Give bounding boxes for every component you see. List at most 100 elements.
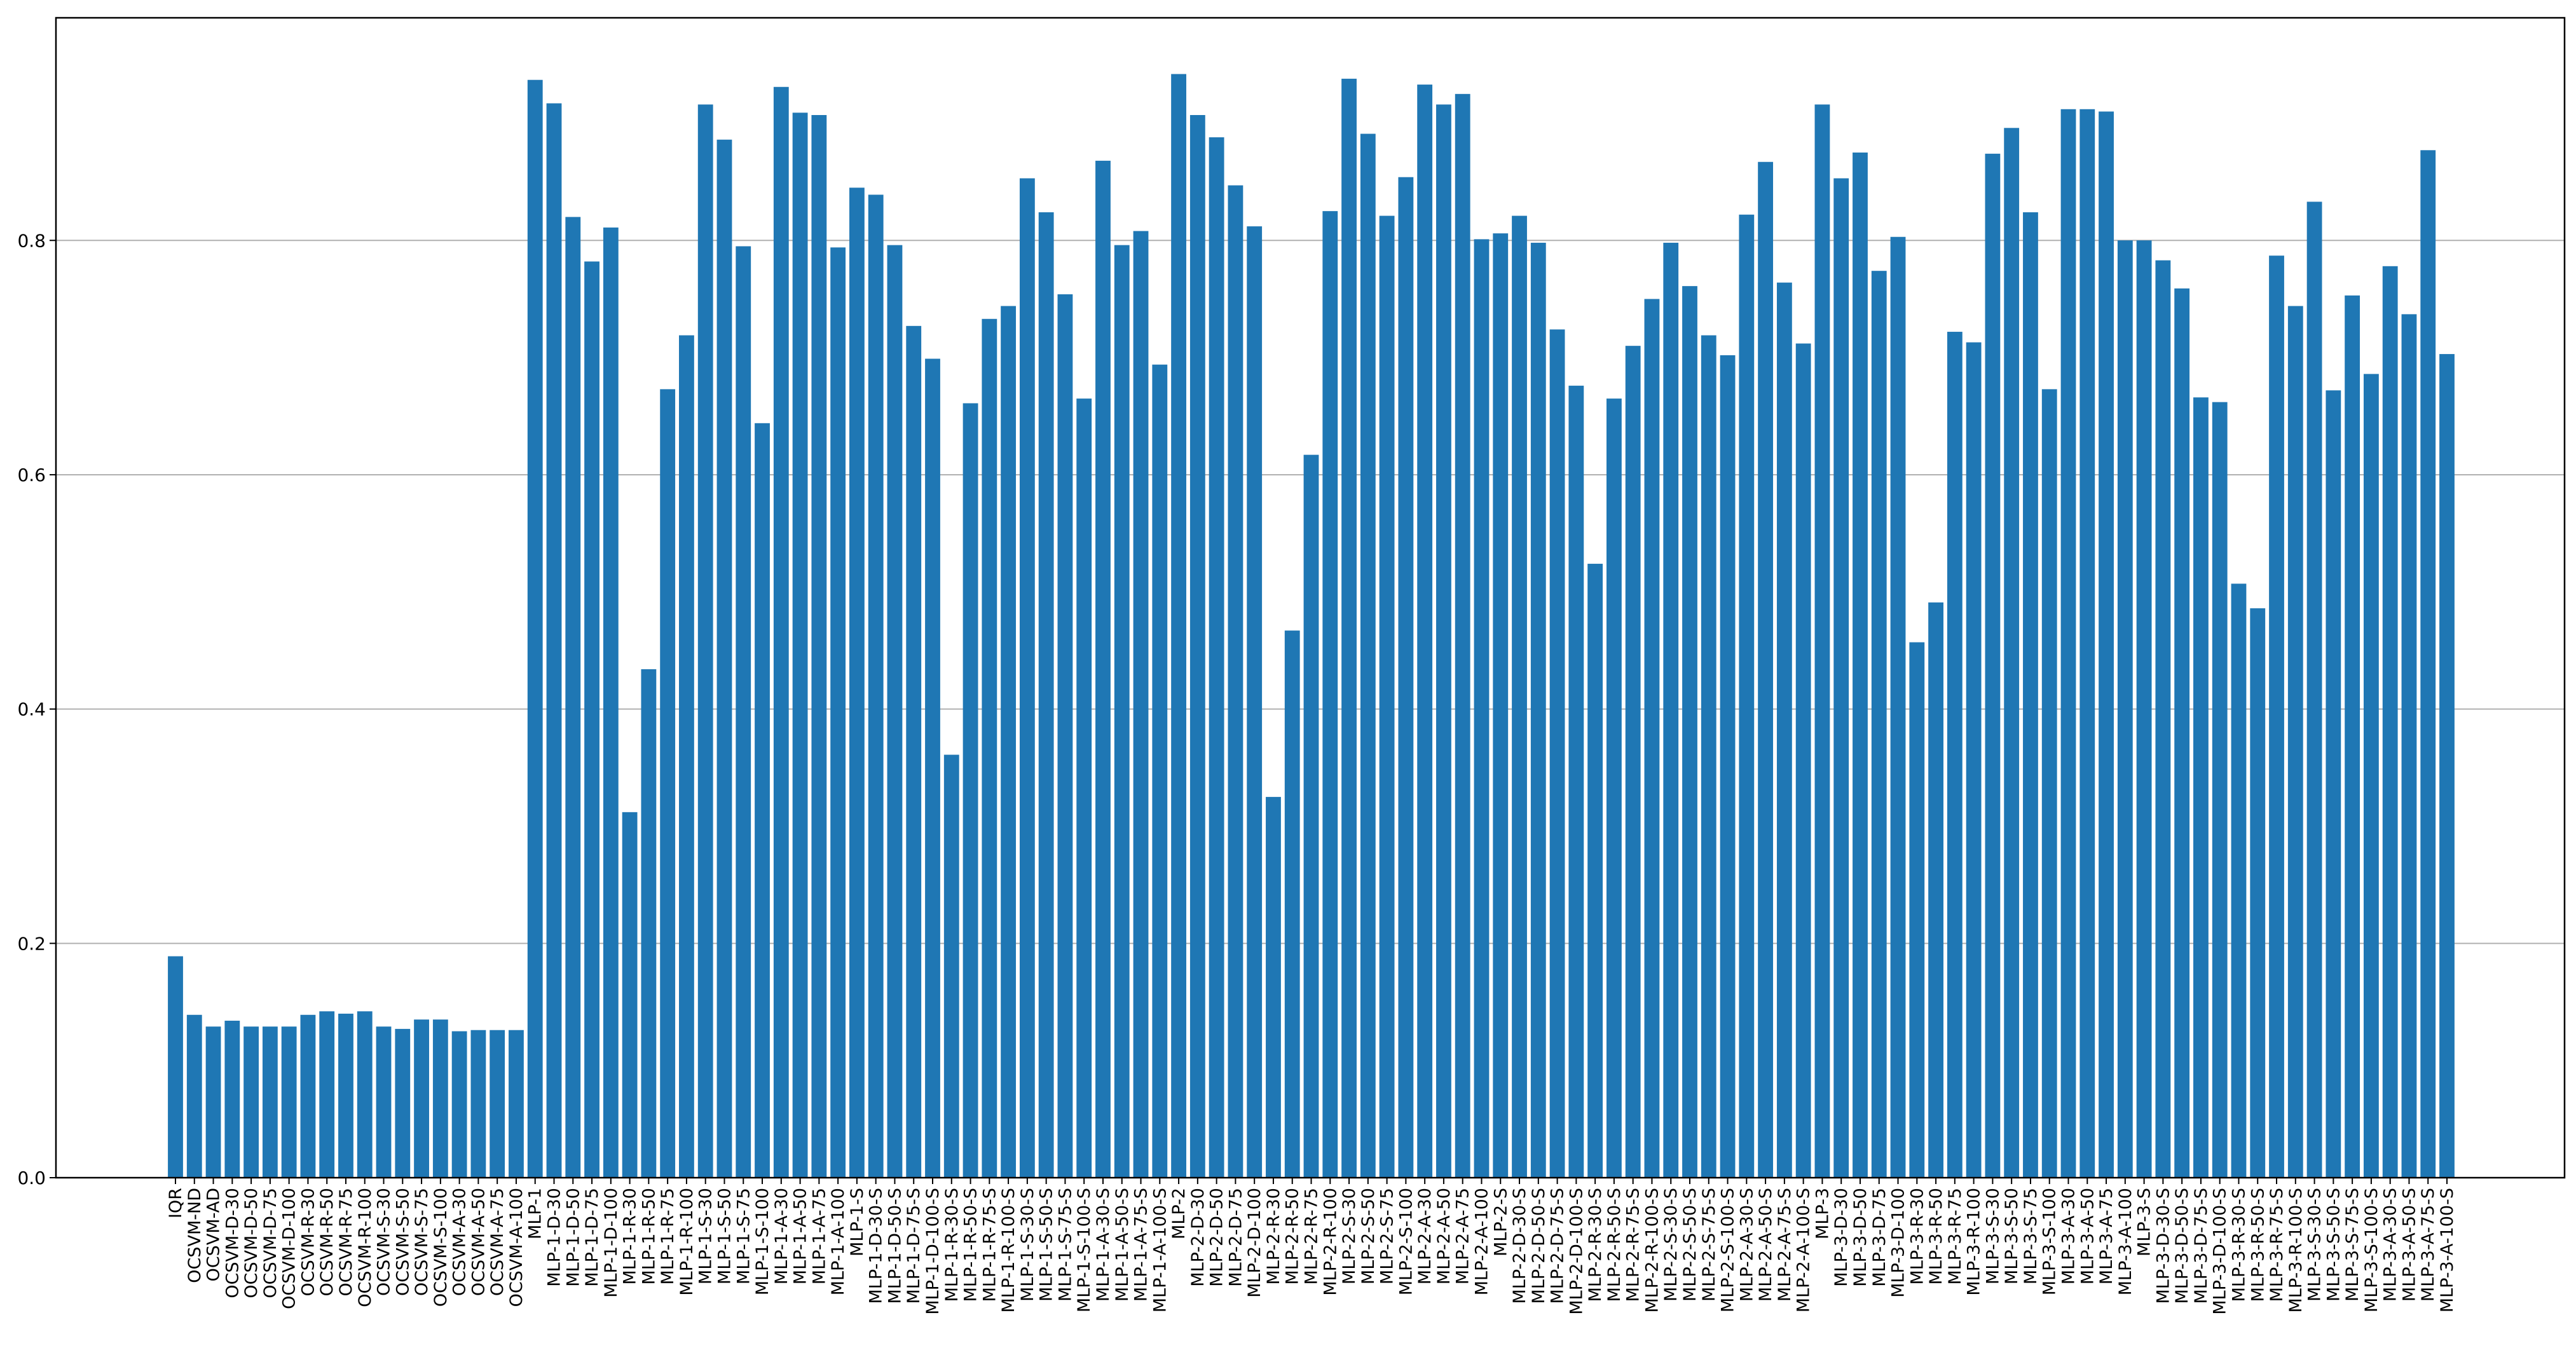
bar-mlp-1-s-100 [755,423,770,1178]
x-tick-label: MLP-3-S-50-S [2324,1188,2343,1302]
x-tick-label: MLP-3-D-100-S [2210,1188,2230,1315]
bar-mlp-2-a-75 [1455,93,1470,1178]
bar-mlp-2-d-30 [1189,115,1205,1178]
bar-mlp-1-a-30 [773,86,789,1178]
x-tick-label: MLP-2-A-50 [1434,1188,1454,1284]
bar-mlp-3-r-100 [1966,342,1982,1178]
bar-ocsvm-s-100 [432,1019,448,1178]
bar-ocsvm-r-75 [338,1013,353,1178]
x-axis: IQROCSVM-NDOCSVM-ADOCSVM-D-30OCSVM-D-50O… [166,1178,2457,1315]
x-tick-label: MLP-3-R-100-S [2286,1188,2306,1313]
x-tick-label: OCSVM-R-75 [336,1188,356,1297]
bar-mlp-2-a-30-s [1739,214,1755,1178]
bar-mlp-2-r-30-s [1587,564,1603,1178]
x-tick-label: MLP-2-A-75 [1453,1188,1473,1284]
bar-mlp-1-r-30-s [943,754,959,1178]
x-tick-label: MLP-2-A-50-S [1756,1188,1776,1302]
bar-mlp-3-s-100 [2041,389,2057,1178]
x-tick-label: MLP-1-A-50 [791,1188,811,1284]
x-tick-label: MLP-2-A-75-S [1775,1188,1795,1302]
bar-mlp-1-s-75-s [1057,294,1073,1178]
x-tick-label: MLP-1-D-75-S [904,1188,924,1304]
bar-mlp-3-r-100-s [2287,306,2303,1178]
bar-mlp-3-a-30 [2060,109,2076,1178]
x-tick-label: MLP-1-S-50-S [1037,1188,1057,1302]
x-tick-label: OCSVM-AD [204,1188,224,1281]
x-tick-label: MLP-1-S-75 [734,1188,753,1284]
x-tick-label: MLP-1-A-30 [772,1188,791,1284]
y-tick-label: 0.6 [17,465,46,486]
x-tick-label: MLP-1-A-100-S [1150,1188,1170,1312]
y-axis: 0.0 0.2 0.4 0.6 0.8 [17,230,56,1189]
bar-mlp-1-d-30 [546,103,562,1178]
x-tick-label: MLP-1-S-30-S [1018,1188,1038,1302]
bar-mlp-2-d-50-s [1530,242,1546,1178]
bar-mlp-1-d-50-s [887,245,903,1178]
x-tick-label: OCSVM-A-100 [507,1188,526,1307]
plot-frame [55,17,2566,1179]
x-tick-label: MLP-3-D-100 [1889,1188,1908,1298]
bar-mlp-2-d-30-s [1512,215,1527,1178]
x-tick-label: MLP-2-A-30-S [1737,1188,1757,1302]
x-tick-label: MLP-1-S-50 [715,1188,734,1284]
bar-mlp-1-d-50 [565,217,581,1178]
bar-mlp-3-d-100-s [2212,402,2228,1178]
x-tick-label: MLP-2-D-50-S [1529,1188,1549,1304]
bar-ocsvm-nd [186,1014,202,1178]
bars-layer [168,74,2455,1178]
bar-mlp-2-a-100-s [1795,343,1811,1178]
bar-mlp-1-s-50 [716,139,732,1178]
x-tick-label: MLP-2-R-75 [1302,1188,1322,1284]
x-tick-label: MLP-3-D-50-S [2172,1188,2192,1304]
x-tick-label: MLP-2-S-30-S [1661,1188,1681,1302]
x-tick-label: MLP-3-A-30 [2059,1188,2079,1284]
x-tick-label: OCSVM-D-100 [280,1188,299,1309]
bar-ocsvm-a-75 [490,1030,505,1178]
bar-mlp-2-s-30 [1341,78,1357,1178]
bar-mlp-3 [1814,104,1830,1178]
y-tick-label: 0.4 [17,699,46,720]
x-tick-label: MLP-1-S-30 [696,1188,716,1284]
x-tick-label: MLP-3-A-50 [2078,1188,2097,1284]
bar-ocsvm-a-50 [470,1030,486,1178]
bar-mlp-2-a-50 [1436,104,1451,1178]
x-tick-label: MLP-3-D-75 [1870,1188,1889,1287]
x-tick-label: OCSVM-S-30 [374,1188,394,1296]
bar-mlp-1-r-50 [641,669,657,1178]
bar-ocsvm-s-50 [395,1028,411,1178]
bar-ocsvm-d-30 [224,1020,240,1178]
x-tick-label: MLP-3-D-50 [1851,1188,1870,1287]
bar-mlp-3-d-50 [1853,152,1868,1178]
x-tick-label: MLP-1-D-75 [582,1188,602,1287]
x-tick-label: MLP-3-S-100-S [2362,1188,2381,1312]
x-tick-label: MLP-1-D-100 [601,1188,621,1298]
x-tick-label: MLP-1-A-75-S [1132,1188,1151,1302]
bar-mlp-2-s-100 [1398,177,1414,1178]
x-tick-label: MLP-3-R-50 [1926,1188,1946,1284]
y-tick-label: 0.2 [17,933,46,954]
x-tick-label: MLP-2-S-75 [1378,1188,1397,1284]
bar-ocsvm-d-100 [281,1026,297,1178]
bar-mlp-2-r-50-s [1606,398,1622,1178]
x-tick-label: MLP-1-D-50 [563,1188,583,1287]
x-tick-label: MLP-2-R-50 [1283,1188,1303,1284]
bar-mlp-1-r-50-s [963,403,978,1178]
bar-ocsvm-s-75 [414,1019,429,1178]
x-tick-label: MLP-1-R-100 [677,1188,697,1296]
bar-mlp-2-d-100 [1247,226,1263,1178]
bar-mlp-1-a-30-s [1095,160,1111,1178]
x-tick-label: MLP-2-S-30 [1339,1188,1359,1284]
x-tick-label: MLP-2-R-100 [1320,1188,1340,1296]
x-tick-label: MLP-2-A-30 [1415,1188,1435,1284]
x-tick-label: MLP-1-D-50-S [885,1188,905,1304]
bar-mlp-1-s-30-s [1019,178,1035,1178]
x-tick-label: MLP-2-S-100 [1396,1188,1416,1295]
x-tick-label: OCSVM-R-50 [317,1188,337,1297]
bar-mlp-2-r-30 [1266,796,1281,1178]
x-tick-label: IQR [166,1188,186,1218]
x-tick-label: OCSVM-R-100 [355,1188,375,1307]
bar-ocsvm-ad [205,1026,221,1178]
bar-mlp-3-d-50-s [2174,288,2190,1178]
x-tick-label: MLP-1-A-100 [828,1188,848,1295]
